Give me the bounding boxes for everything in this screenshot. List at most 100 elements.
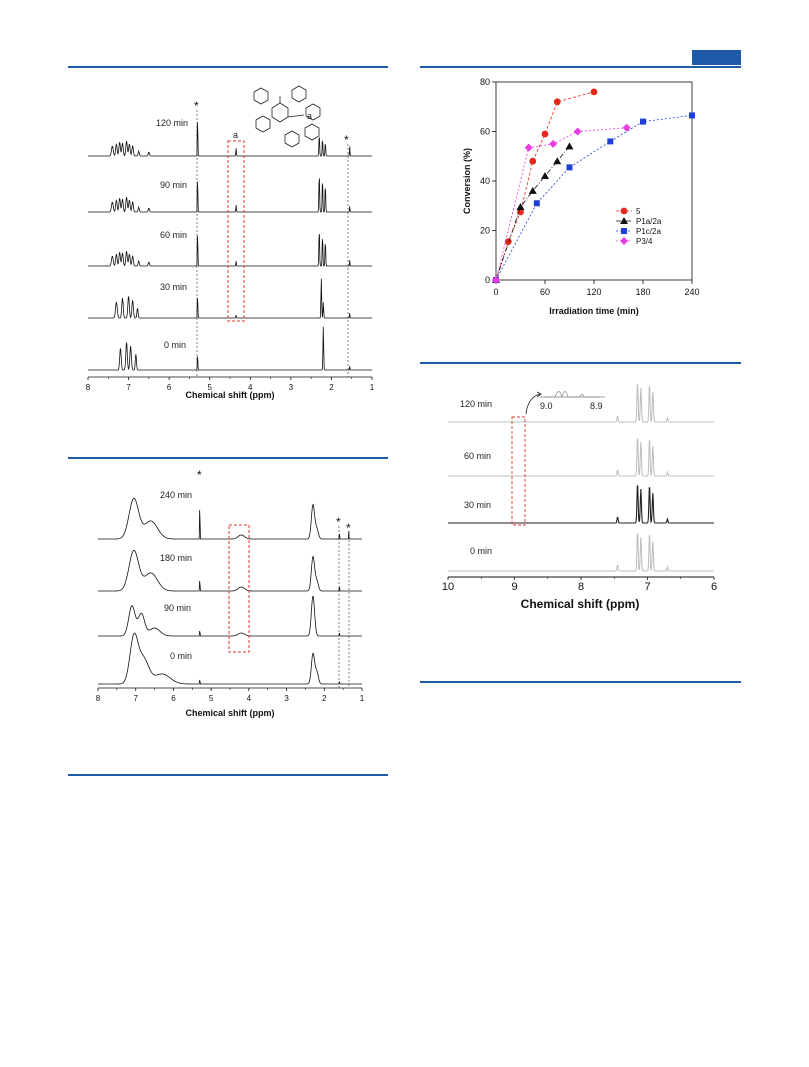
star-marker-2: * [344,133,349,147]
x-tick-label: 9 [511,581,517,593]
time-label-b90: 90 min [164,603,191,613]
data-point [533,200,540,207]
data-point [689,112,695,119]
chart-x-title: Irradiation time (min) [549,306,639,316]
highlight-box-a [227,140,245,322]
x-tick-label: 6 [171,694,176,703]
nmr-trace [98,497,362,540]
x-tick-label: 7 [133,694,138,703]
time-label-d120: 120 min [460,399,492,409]
star-marker-b1: * [197,468,202,482]
nmr-trace [88,278,372,319]
x-tick-label: 2 [329,383,334,392]
nmr-trace [88,234,372,267]
nmr-trace [448,384,714,423]
series-fit-line [495,91,595,281]
data-point [590,88,598,96]
data-point [566,164,573,171]
x-tick-label: 1 [370,383,375,392]
highlight-box-d [511,416,526,526]
data-point [549,139,558,148]
chart-x-tick-label: 60 [540,287,550,297]
x-ticks-d: 10 9 8 7 6 [442,577,717,593]
x-tick-label: 4 [248,383,253,392]
legend-label: 5 [636,207,641,216]
nmr-trace [98,632,362,685]
x-tick-label: 3 [284,694,289,703]
x-tick-label: 8 [86,383,91,392]
inset-arrow [525,393,541,415]
star-marker-1: * [194,99,199,113]
chart-x-tick-label: 240 [684,287,699,297]
time-label-d60: 60 min [464,451,491,461]
data-point [528,186,537,194]
legend-label: P1a/2a [636,217,662,226]
x-axis-title-d: Chemical shift (ppm) [521,597,640,611]
time-label-60: 60 min [160,230,187,240]
chart-y-tick-label: 40 [480,176,490,186]
data-point [504,238,512,246]
header-rule-left [68,66,388,68]
time-label-d30: 30 min [464,500,491,510]
legend-marker [621,228,627,234]
star-marker-b3: * [346,521,351,535]
time-label-0: 0 min [164,340,186,350]
data-point [553,157,562,165]
data-point [541,172,549,180]
highlight-box-b [228,524,250,653]
structure-label-a: a [307,111,312,121]
x-tick-label: 4 [247,694,252,703]
chart-y-tick-label: 80 [480,77,490,87]
legend-marker [620,217,628,224]
x-tick-label: 5 [209,694,214,703]
data-point [524,143,533,152]
star-marker-b2: * [336,515,341,529]
peak-label-a: a [233,130,238,140]
series-fit-line [495,127,627,281]
chart-y-tick-label: 0 [485,275,490,285]
rule-left-1 [68,457,388,459]
x-axis-title-b: Chemical shift (ppm) [185,708,274,718]
figure-conversion-chart: 0 60 120 180 240 0 20 40 60 80 5 P1a/2a P1c/2a P3/4 … [456,74,712,326]
chart-y-tick-label: 20 [480,226,490,236]
x-tick-label: 7 [126,383,131,392]
x-tick-label: 5 [207,383,212,392]
x-tick-label: 3 [289,383,294,392]
inset-tick-1: 9.0 [540,401,553,411]
legend-marker [620,237,628,245]
x-ticks-b: 8 7 6 5 4 3 2 1 [96,688,365,703]
data-point [553,98,561,106]
nmr-trace [448,438,714,477]
data-point [573,127,582,136]
x-ticks-a: 8 7 6 5 4 3 2 1 [86,377,375,392]
rule-right-1 [420,362,741,364]
nmr-trace [88,122,372,157]
x-tick-label: 2 [322,694,327,703]
data-point [529,157,537,165]
inset-tick-2: 8.9 [590,401,603,411]
series-fit-line [495,115,693,281]
data-point [565,142,574,150]
nmr-d-spectra [448,384,714,572]
data-point [492,276,500,284]
chart-axes: 0 60 120 180 240 0 20 40 60 80 [480,77,700,297]
chart-y-title: Conversion (%) [462,148,472,214]
x-tick-label: 6 [167,383,172,392]
x-axis-title-a: Chemical shift (ppm) [185,390,274,400]
plot-frame [495,81,693,281]
nmr-trace [98,549,362,592]
legend-label: P1c/2a [636,227,661,236]
rule-left-2 [68,774,388,776]
data-point [607,138,614,145]
figure-nmr-b: * * * 240 min 180 min 90 min 0 min 8 7 6 5 4… [90,466,380,726]
x-tick-label: 8 [578,581,584,593]
nmr-a-spectra [88,122,372,371]
legend-label: P3/4 [636,237,653,246]
nmr-trace [98,595,362,637]
nmr-trace [88,326,372,371]
header-rule-right [420,66,741,68]
inset-peaks [544,391,600,399]
x-tick-label: 1 [360,694,365,703]
chart-series [492,88,695,284]
